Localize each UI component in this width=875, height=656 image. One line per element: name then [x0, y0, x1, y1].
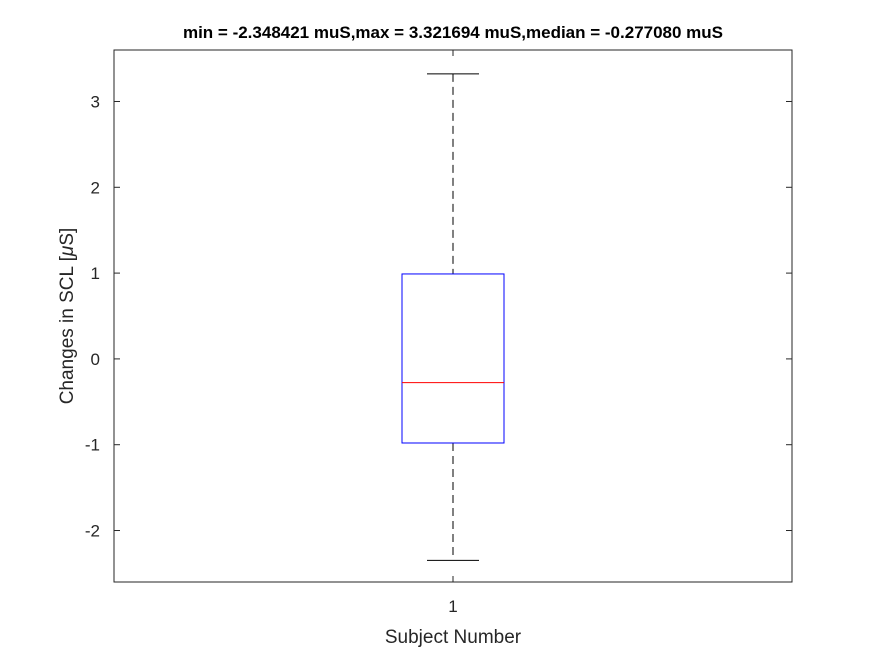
y-tick-label: -2	[85, 522, 100, 541]
y-axis-label-suffix: S]	[57, 228, 78, 246]
y-tick-label: 3	[91, 92, 100, 111]
y-axis-label-prefix: Changes in SCL [	[57, 255, 78, 404]
x-tick-label: 1	[448, 597, 457, 616]
x-axis-label: Subject Number	[385, 627, 522, 648]
y-axis-label: Changes in SCL [μS]	[57, 228, 78, 405]
box-layer	[401, 73, 505, 561]
chart-title: min = -2.348421 muS,max = 3.321694 muS,m…	[183, 23, 723, 42]
plot-area	[113, 49, 793, 583]
y-tick-label: 0	[91, 350, 100, 369]
y-tick-label: -1	[85, 436, 100, 455]
y-axis-label-mu: μ	[57, 245, 78, 257]
axis-ticks: -2 -1 0 1 2 3 1	[85, 50, 792, 616]
y-tick-label: 1	[91, 264, 100, 283]
y-tick-label: 2	[91, 178, 100, 197]
interquartile-box	[401, 273, 505, 444]
